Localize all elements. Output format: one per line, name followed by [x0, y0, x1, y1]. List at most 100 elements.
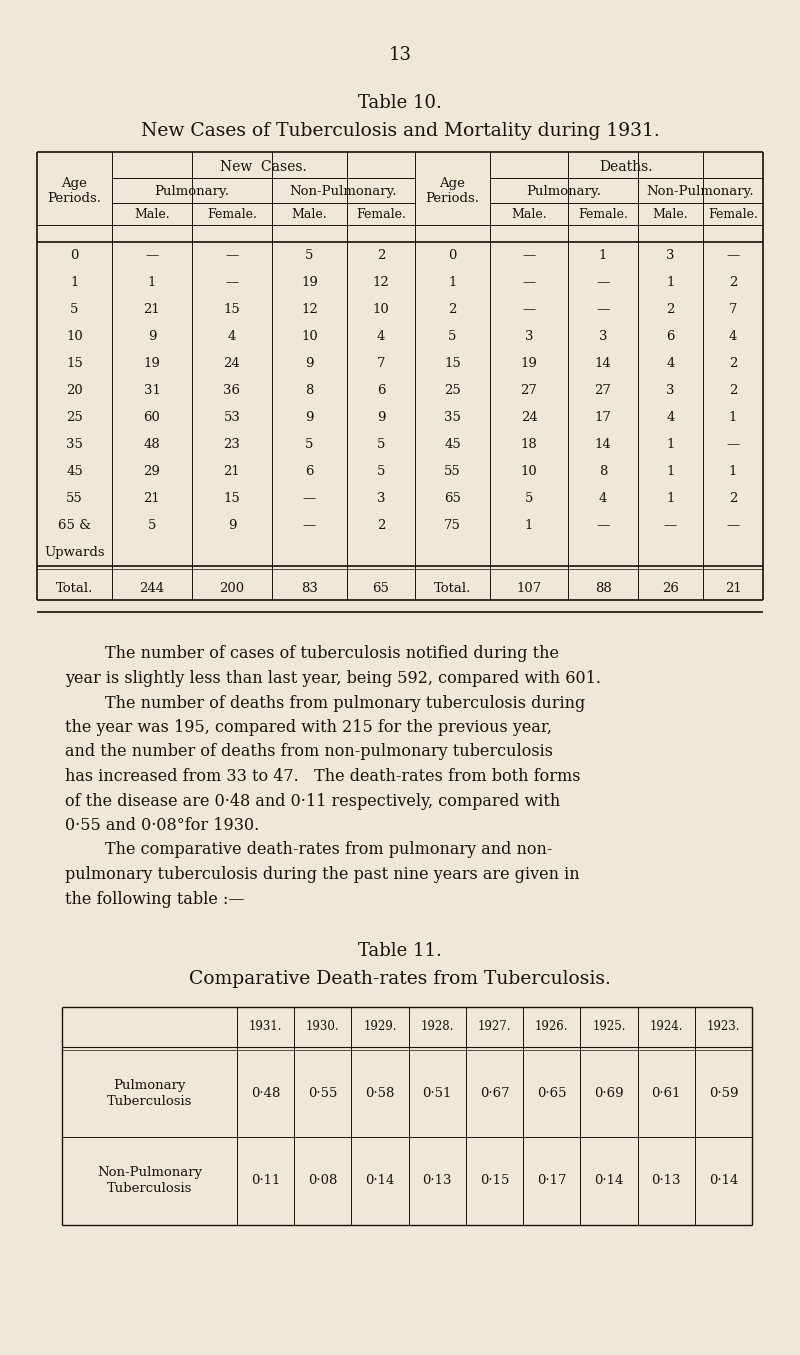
- Text: Female.: Female.: [708, 209, 758, 221]
- Text: 3: 3: [377, 492, 386, 505]
- Text: 35: 35: [444, 411, 461, 424]
- Text: Male.: Male.: [134, 209, 170, 221]
- Text: Tuberculosis: Tuberculosis: [107, 1183, 192, 1195]
- Text: 31: 31: [143, 383, 161, 397]
- Text: Age
Periods.: Age Periods.: [47, 176, 102, 205]
- Text: Female.: Female.: [356, 209, 406, 221]
- Text: 25: 25: [66, 411, 83, 424]
- Text: 2: 2: [729, 276, 737, 289]
- Text: 0: 0: [70, 249, 78, 262]
- Text: 0·08: 0·08: [308, 1175, 338, 1187]
- Text: Table 10.: Table 10.: [358, 93, 442, 112]
- Text: 0·58: 0·58: [366, 1087, 394, 1100]
- Text: 13: 13: [389, 46, 411, 64]
- Text: 7: 7: [729, 304, 738, 316]
- Text: 15: 15: [66, 356, 83, 370]
- Text: 0·48: 0·48: [251, 1087, 280, 1100]
- Text: 3: 3: [598, 331, 607, 343]
- Text: —: —: [522, 249, 536, 262]
- Text: 1: 1: [729, 465, 737, 478]
- Text: 5: 5: [70, 304, 78, 316]
- Text: 200: 200: [219, 581, 245, 595]
- Text: 2: 2: [729, 492, 737, 505]
- Text: Male.: Male.: [292, 209, 327, 221]
- Text: 19: 19: [521, 356, 538, 370]
- Text: 8: 8: [599, 465, 607, 478]
- Text: 0·67: 0·67: [480, 1087, 510, 1100]
- Text: 0·14: 0·14: [594, 1175, 624, 1187]
- Text: 21: 21: [144, 492, 160, 505]
- Text: Male.: Male.: [653, 209, 688, 221]
- Text: 65: 65: [373, 581, 390, 595]
- Text: 55: 55: [444, 465, 461, 478]
- Text: 1: 1: [666, 465, 674, 478]
- Text: 0·65: 0·65: [537, 1087, 566, 1100]
- Text: 21: 21: [224, 465, 240, 478]
- Text: —: —: [726, 438, 740, 451]
- Text: 36: 36: [223, 383, 241, 397]
- Text: the following table :—: the following table :—: [65, 890, 245, 908]
- Text: New  Cases.: New Cases.: [220, 160, 307, 173]
- Text: 4: 4: [599, 492, 607, 505]
- Text: 7: 7: [377, 356, 386, 370]
- Text: 9: 9: [306, 356, 314, 370]
- Text: 83: 83: [301, 581, 318, 595]
- Text: 1: 1: [666, 276, 674, 289]
- Text: 53: 53: [223, 411, 241, 424]
- Text: Female.: Female.: [578, 209, 628, 221]
- Text: 45: 45: [444, 438, 461, 451]
- Text: 2: 2: [666, 304, 674, 316]
- Text: 1928.: 1928.: [421, 1020, 454, 1033]
- Text: 4: 4: [729, 331, 737, 343]
- Text: Total.: Total.: [434, 581, 471, 595]
- Text: 1: 1: [666, 438, 674, 451]
- Text: Non-Pulmonary: Non-Pulmonary: [97, 1167, 202, 1179]
- Text: 12: 12: [301, 304, 318, 316]
- Text: —: —: [726, 249, 740, 262]
- Text: 0·51: 0·51: [422, 1087, 452, 1100]
- Text: Female.: Female.: [207, 209, 257, 221]
- Text: 5: 5: [148, 519, 156, 533]
- Text: 10: 10: [373, 304, 390, 316]
- Text: —: —: [726, 519, 740, 533]
- Text: Pulmonary.: Pulmonary.: [154, 186, 230, 198]
- Text: 0·13: 0·13: [651, 1175, 681, 1187]
- Text: 15: 15: [444, 356, 461, 370]
- Text: 4: 4: [377, 331, 385, 343]
- Text: 5: 5: [448, 331, 457, 343]
- Text: 0·55 and 0·08°for 1930.: 0·55 and 0·08°for 1930.: [65, 817, 259, 833]
- Text: 12: 12: [373, 276, 390, 289]
- Text: The comparative death-rates from pulmonary and non-: The comparative death-rates from pulmona…: [105, 841, 552, 859]
- Text: 0: 0: [448, 249, 457, 262]
- Text: 1924.: 1924.: [650, 1020, 683, 1033]
- Text: 3: 3: [666, 383, 674, 397]
- Text: 26: 26: [662, 581, 679, 595]
- Text: 15: 15: [224, 304, 240, 316]
- Text: of the disease are 0·48 and 0·11 respectively, compared with: of the disease are 0·48 and 0·11 respect…: [65, 793, 560, 809]
- Text: Non-Pulmonary.: Non-Pulmonary.: [646, 186, 754, 198]
- Text: 55: 55: [66, 492, 83, 505]
- Text: 5: 5: [377, 465, 385, 478]
- Text: 0·13: 0·13: [422, 1175, 452, 1187]
- Text: 1926.: 1926.: [535, 1020, 569, 1033]
- Text: 65: 65: [444, 492, 461, 505]
- Text: 5: 5: [377, 438, 385, 451]
- Text: 2: 2: [377, 249, 385, 262]
- Text: 5: 5: [306, 438, 314, 451]
- Text: Total.: Total.: [56, 581, 93, 595]
- Text: 10: 10: [521, 465, 538, 478]
- Text: 14: 14: [594, 438, 611, 451]
- Text: Comparative Death-rates from Tuberculosis.: Comparative Death-rates from Tuberculosi…: [189, 970, 611, 989]
- Text: 27: 27: [594, 383, 611, 397]
- Text: 15: 15: [224, 492, 240, 505]
- Text: 1923.: 1923.: [706, 1020, 740, 1033]
- Text: 48: 48: [144, 438, 160, 451]
- Text: —: —: [226, 249, 238, 262]
- Text: 244: 244: [139, 581, 165, 595]
- Text: 21: 21: [725, 581, 742, 595]
- Text: 19: 19: [301, 276, 318, 289]
- Text: 1929.: 1929.: [363, 1020, 397, 1033]
- Text: Pulmonary.: Pulmonary.: [526, 186, 602, 198]
- Text: 1931.: 1931.: [249, 1020, 282, 1033]
- Text: 17: 17: [594, 411, 611, 424]
